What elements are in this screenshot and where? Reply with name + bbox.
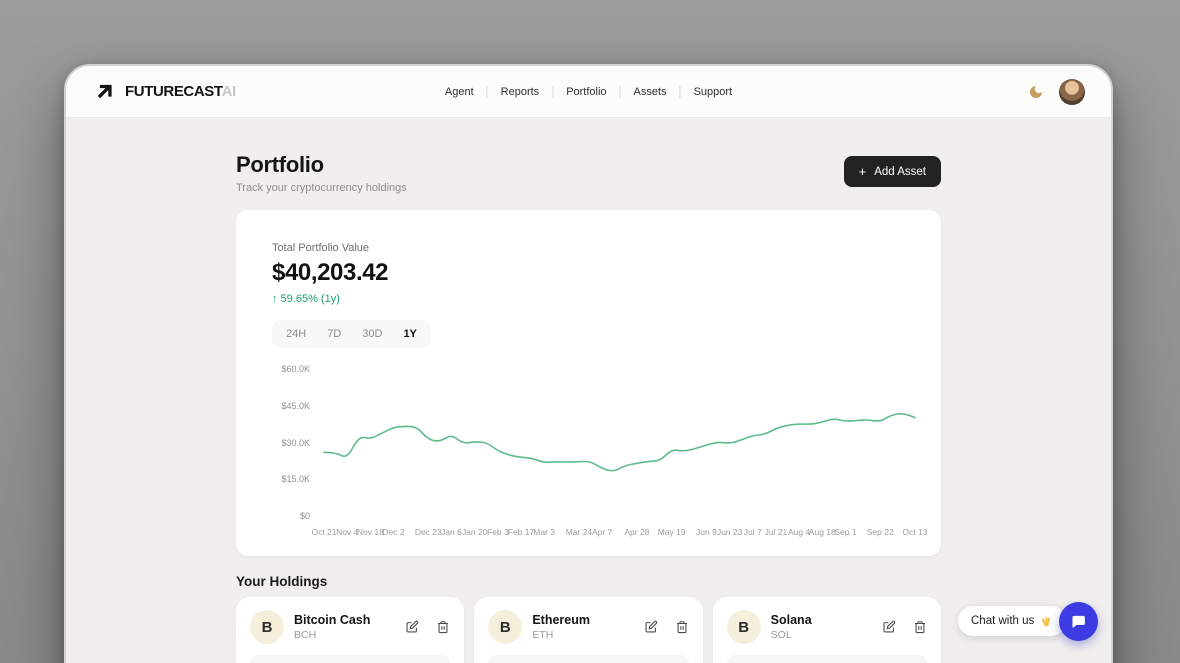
x-axis-tick: Sep 1 bbox=[834, 527, 857, 537]
portfolio-line-chart[interactable]: $60.0K $45.0K $30.0K $15.0K $0 Oct 21 Nov 4 No… bbox=[272, 362, 927, 547]
x-axis: Oct 21 Nov 4 Nov 18 Dec 2 Dec 23 Jan 6 Jan 20 F… bbox=[311, 527, 927, 539]
range-tab-1y[interactable]: 1Y bbox=[403, 328, 417, 340]
brand-suffix: AI bbox=[221, 83, 237, 100]
x-axis-tick: Apr 7 bbox=[591, 527, 613, 537]
add-asset-button[interactable]: + Add Asset bbox=[843, 156, 941, 187]
coin-icon: B bbox=[726, 610, 761, 644]
x-axis-tick: Jul 21 bbox=[764, 527, 788, 537]
x-axis-tick: May 19 bbox=[657, 527, 686, 537]
range-tab-7d[interactable]: 7D bbox=[327, 328, 342, 340]
delete-icon[interactable] bbox=[913, 620, 927, 634]
brand-logo[interactable]: FUTURECASTAI bbox=[92, 80, 236, 104]
nav-separator bbox=[619, 85, 621, 98]
x-axis-tick: Aug 4 bbox=[788, 527, 811, 537]
asset-name: Ethereum bbox=[532, 613, 590, 627]
edit-icon[interactable] bbox=[882, 620, 896, 634]
top-bar: FUTURECASTAI Agent Reports Portfolio Ass… bbox=[66, 66, 1111, 118]
holding-card-solana[interactable]: B Solana SOL AI Score: -1 (Slightly Bear… bbox=[712, 597, 941, 663]
delete-icon[interactable] bbox=[675, 620, 689, 634]
holding-card-ethereum[interactable]: B Ethereum ETH AI Score: -4 (Slightly Be… bbox=[474, 597, 703, 663]
x-axis-tick: Dec 2 bbox=[382, 527, 405, 537]
coin-icon: B bbox=[250, 610, 284, 644]
y-axis: $60.0K $45.0K $30.0K $15.0K $0 bbox=[272, 364, 310, 521]
y-axis-tick: $60.0K bbox=[281, 364, 310, 374]
x-axis-tick: Feb 3 bbox=[486, 527, 509, 537]
theme-toggle-moon-icon[interactable] bbox=[1027, 83, 1045, 101]
nav-separator bbox=[552, 85, 554, 98]
holding-card-bitcoin-cash[interactable]: B Bitcoin Cash BCH AI Score: -1 (Slightl… bbox=[236, 597, 465, 663]
page-title: Portfolio bbox=[236, 152, 324, 177]
x-axis-tick: Sep 22 bbox=[866, 527, 894, 537]
main-nav: Agent Reports Portfolio Assets Support bbox=[444, 85, 733, 98]
ai-score-row: AI Score: -1 (Slightly Bearish) +4 bbox=[726, 655, 927, 663]
x-axis-tick: Oct 13 bbox=[902, 527, 928, 537]
value-change-badge: ↑ 59.65% (1y) bbox=[272, 293, 340, 305]
y-axis-tick: $45.0K bbox=[281, 400, 310, 411]
edit-icon[interactable] bbox=[405, 620, 419, 634]
x-axis-tick: Jan 6 bbox=[441, 527, 462, 537]
brand-name: FUTURECASTAI bbox=[125, 83, 236, 100]
wave-emoji-icon bbox=[1042, 616, 1051, 626]
x-axis-tick: Nov 18 bbox=[356, 527, 384, 537]
nav-item-portfolio[interactable]: Portfolio bbox=[566, 85, 607, 98]
coin-icon: B bbox=[488, 610, 523, 644]
x-axis-tick: Jan 20 bbox=[461, 527, 488, 537]
x-axis-tick: Jul 7 bbox=[743, 527, 762, 537]
total-value: $40,203.42 bbox=[272, 259, 389, 286]
chat-bubble-icon bbox=[1072, 615, 1085, 628]
y-axis-tick: $15.0K bbox=[281, 474, 310, 485]
portfolio-value-line bbox=[323, 413, 916, 472]
nav-separator bbox=[679, 85, 681, 98]
add-asset-label: Add Asset bbox=[874, 165, 926, 178]
holdings-section-title: Your Holdings bbox=[236, 574, 328, 589]
user-avatar[interactable] bbox=[1059, 78, 1085, 105]
x-axis-tick: Mar 24 bbox=[565, 527, 593, 537]
x-axis-tick: Oct 21 bbox=[311, 527, 337, 537]
x-axis-tick: Nov 4 bbox=[336, 527, 359, 537]
arrow-up-right-logo-icon bbox=[92, 80, 116, 104]
chart-line-svg bbox=[323, 413, 916, 472]
asset-symbol: BCH bbox=[294, 629, 317, 641]
asset-name: Solana bbox=[770, 613, 812, 627]
nav-item-assets[interactable]: Assets bbox=[633, 85, 667, 98]
ai-score-row: AI Score: -1 (Slightly Bearish) bbox=[250, 655, 451, 663]
x-axis-tick: Apr 28 bbox=[624, 527, 650, 537]
time-range-tabs: 24H 7D 30D 1Y bbox=[272, 320, 431, 348]
asset-symbol: SOL bbox=[770, 629, 792, 641]
range-tab-30d[interactable]: 30D bbox=[362, 328, 383, 340]
asset-symbol: ETH bbox=[532, 629, 554, 641]
y-axis-tick: $30.0K bbox=[281, 437, 310, 448]
nav-separator bbox=[486, 85, 488, 98]
x-axis-tick: Dec 23 bbox=[414, 527, 442, 537]
nav-item-reports[interactable]: Reports bbox=[500, 85, 540, 98]
nav-item-support[interactable]: Support bbox=[693, 85, 733, 98]
x-axis-tick: Aug 18 bbox=[808, 527, 836, 537]
chat-label: Chat with us bbox=[971, 615, 1035, 627]
edit-icon[interactable] bbox=[644, 620, 658, 634]
portfolio-value-card: Total Portfolio Value $40,203.42 ↑ 59.65… bbox=[236, 210, 941, 556]
total-value-label: Total Portfolio Value bbox=[272, 242, 370, 254]
delete-icon[interactable] bbox=[436, 620, 450, 634]
x-axis-tick: Jun 9 bbox=[696, 527, 717, 537]
y-axis-tick: $0 bbox=[299, 511, 310, 521]
main-content: Portfolio Track your cryptocurrency hold… bbox=[236, 118, 941, 663]
asset-name: Bitcoin Cash bbox=[294, 613, 371, 627]
x-axis-tick: Feb 17 bbox=[507, 527, 535, 537]
holdings-grid: B Bitcoin Cash BCH AI Score: -1 (Slightl… bbox=[236, 597, 941, 663]
range-tab-24h[interactable]: 24H bbox=[286, 328, 307, 340]
x-axis-tick: Jun 23 bbox=[716, 527, 743, 537]
page-subtitle: Track your cryptocurrency holdings bbox=[236, 182, 407, 194]
app-window: FUTURECASTAI Agent Reports Portfolio Ass… bbox=[64, 64, 1113, 663]
nav-item-agent[interactable]: Agent bbox=[444, 85, 474, 98]
plus-icon: + bbox=[858, 164, 867, 179]
ai-score-row: AI Score: -4 (Slightly Bearish) +1 bbox=[488, 655, 689, 663]
chat-with-us-button[interactable]: Chat with us bbox=[958, 606, 1067, 636]
x-axis-tick: Mar 3 bbox=[533, 527, 556, 537]
chat-launcher-button[interactable] bbox=[1059, 602, 1098, 641]
